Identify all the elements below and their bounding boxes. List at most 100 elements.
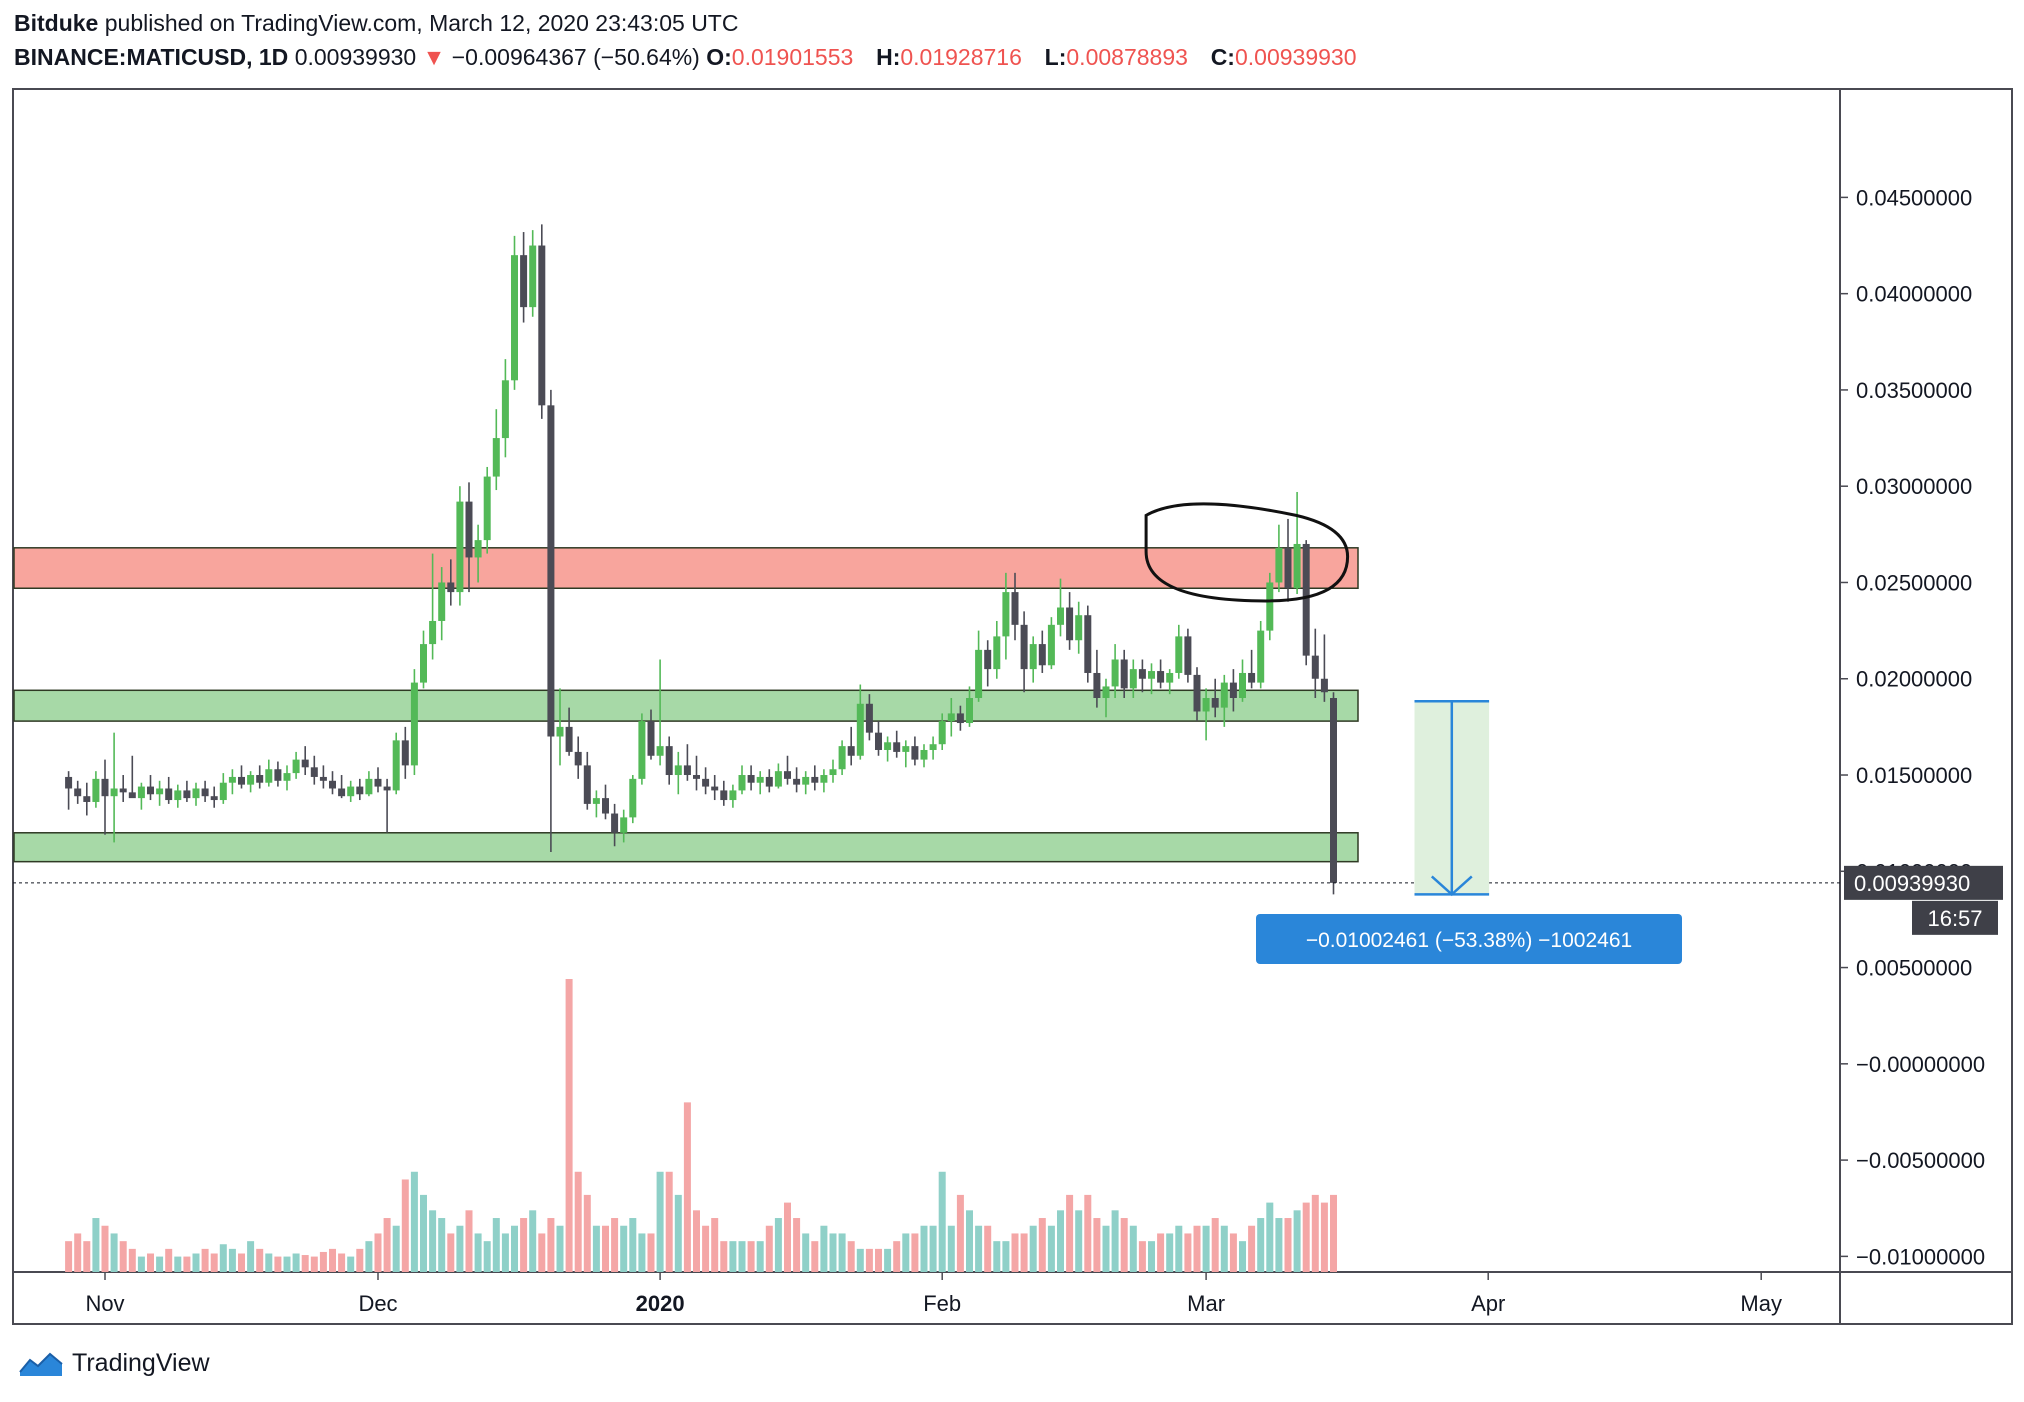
candle-body xyxy=(975,649,983,698)
candle-body xyxy=(1320,678,1328,693)
volume-bar xyxy=(1184,1233,1192,1272)
candle-body xyxy=(1302,543,1310,656)
candle-body xyxy=(65,776,73,789)
volume-bar xyxy=(1148,1241,1155,1272)
close-value: 0.00939930 xyxy=(1234,44,1357,70)
volume-bar xyxy=(1120,1218,1128,1272)
volume-bar xyxy=(511,1225,518,1272)
volume-bar xyxy=(319,1251,327,1272)
volume-bar xyxy=(338,1253,346,1272)
candle-body xyxy=(1311,655,1319,679)
publish-line: Bitduke published on TradingView.com, Ma… xyxy=(14,8,2004,38)
candle-body xyxy=(1038,644,1046,666)
candle-body xyxy=(1075,615,1083,641)
volume-bar xyxy=(1293,1210,1301,1272)
volume-bar xyxy=(893,1241,901,1272)
volume-bar xyxy=(520,1218,528,1272)
published-text: published on TradingView.com, March 12, … xyxy=(104,10,739,36)
last-price: 0.00939930 xyxy=(294,44,417,70)
candle-body xyxy=(947,713,955,722)
chart-header: Bitduke published on TradingView.com, Ma… xyxy=(14,8,2004,72)
candle-body xyxy=(620,817,628,833)
candle-body xyxy=(793,778,801,785)
volume-bar xyxy=(1157,1233,1165,1272)
candle-body xyxy=(429,620,437,645)
y-tick-label: 0.02500000 xyxy=(1856,570,1972,595)
volume-bar xyxy=(574,1171,582,1272)
volume-bar xyxy=(1129,1225,1137,1272)
volume-bar xyxy=(683,1102,691,1272)
candle-body xyxy=(256,775,264,783)
open-value: 0.01901553 xyxy=(731,44,854,70)
measure-arrow-icon xyxy=(1430,875,1473,897)
candle-body xyxy=(156,788,164,795)
volume-bar xyxy=(856,1248,864,1272)
volume-bar xyxy=(101,1225,109,1272)
volume-bar xyxy=(1084,1194,1092,1272)
tradingview-logo-icon xyxy=(19,1352,63,1376)
candle-body xyxy=(1120,659,1128,689)
candle-body xyxy=(738,775,746,791)
candle-body xyxy=(83,796,91,802)
author-name[interactable]: Bitduke xyxy=(14,10,99,36)
candle-body xyxy=(310,767,318,777)
candle-body xyxy=(929,744,937,750)
candle-body xyxy=(338,788,346,797)
volume-bar xyxy=(984,1225,992,1272)
last-price-badge xyxy=(1844,865,2003,900)
volume-bar xyxy=(420,1194,427,1272)
candle-body xyxy=(611,813,619,833)
volume-bar xyxy=(1002,1241,1010,1272)
volume-bar xyxy=(119,1241,127,1272)
volume-bar xyxy=(174,1256,182,1272)
candle-body xyxy=(811,776,819,783)
volume-bar xyxy=(147,1253,154,1272)
volume-bar xyxy=(1211,1218,1219,1272)
volume-bar xyxy=(875,1248,882,1272)
volume-bar xyxy=(547,1218,555,1272)
volume-bar xyxy=(347,1256,355,1272)
x-tick-label: Mar xyxy=(1187,1291,1225,1316)
volume-bar xyxy=(1311,1194,1319,1272)
candle-body xyxy=(1284,547,1292,589)
volume-bar xyxy=(192,1253,200,1272)
volume-bar xyxy=(156,1256,164,1272)
x-tick-label: Apr xyxy=(1471,1291,1505,1316)
candle-body xyxy=(92,778,100,802)
volume-bar xyxy=(556,1225,564,1272)
volume-bar xyxy=(902,1233,910,1272)
symbol-line: BINANCE:MATICUSD, 1D 0.00939930 ▼ −0.009… xyxy=(14,42,2004,72)
candle-body xyxy=(1275,547,1283,583)
candle-body xyxy=(702,778,710,787)
volume-bar xyxy=(1166,1233,1174,1272)
volume-bar xyxy=(1029,1225,1037,1272)
volume-bar xyxy=(274,1256,282,1272)
volume-bar xyxy=(183,1256,191,1272)
candle-body xyxy=(1029,644,1037,670)
candle-body xyxy=(520,255,528,308)
volume-bar xyxy=(365,1241,373,1272)
candle-body xyxy=(938,721,946,745)
candle-body xyxy=(765,776,773,787)
volume-bar xyxy=(201,1248,209,1272)
candle-body xyxy=(219,782,227,801)
candle-body xyxy=(829,769,837,776)
volume-bar xyxy=(765,1225,773,1272)
candle-body xyxy=(274,769,282,781)
volume-bar xyxy=(128,1248,136,1272)
candle-body xyxy=(474,540,482,558)
volume-bar xyxy=(592,1225,600,1272)
candle-body xyxy=(565,726,573,752)
candle-body xyxy=(174,790,182,801)
candle-body xyxy=(574,751,582,766)
candle-body xyxy=(492,438,500,477)
volume-bar xyxy=(1302,1202,1310,1272)
volume-bar xyxy=(483,1241,491,1272)
tradingview-brand[interactable]: TradingView xyxy=(72,1349,210,1377)
volume-bar xyxy=(911,1233,919,1272)
candle-body xyxy=(1002,592,1010,637)
volume-bar xyxy=(1275,1218,1283,1272)
candle-body xyxy=(410,682,418,766)
volume-bar xyxy=(1220,1225,1228,1272)
